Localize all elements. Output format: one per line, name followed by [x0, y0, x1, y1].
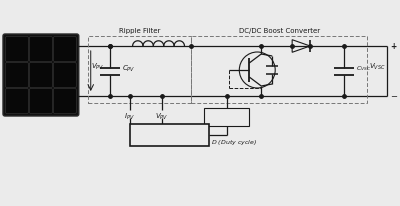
Text: $V_{PV}$: $V_{PV}$	[155, 112, 168, 122]
FancyBboxPatch shape	[30, 36, 52, 62]
Text: MPPT: MPPT	[154, 130, 185, 140]
FancyBboxPatch shape	[6, 36, 28, 62]
FancyBboxPatch shape	[53, 36, 76, 62]
FancyBboxPatch shape	[6, 62, 28, 88]
FancyBboxPatch shape	[6, 89, 28, 114]
FancyBboxPatch shape	[53, 62, 76, 88]
FancyBboxPatch shape	[3, 34, 79, 116]
Bar	[192, 36, 367, 103]
Bar	[204, 108, 249, 126]
FancyBboxPatch shape	[53, 89, 76, 114]
FancyBboxPatch shape	[30, 62, 52, 88]
Text: $C_{VSC}$: $C_{VSC}$	[356, 64, 371, 74]
Bar	[130, 124, 209, 146]
Text: $D$ (Duty cycle): $D$ (Duty cycle)	[211, 138, 258, 147]
Text: Ripple Filter: Ripple Filter	[119, 28, 160, 34]
Text: $V_{VSC}$: $V_{VSC}$	[369, 62, 386, 72]
Text: +: +	[390, 41, 396, 50]
Bar	[88, 36, 192, 103]
Text: $V_{PV}$: $V_{PV}$	[91, 62, 104, 72]
Text: DC/DC Boost Converter: DC/DC Boost Converter	[239, 28, 320, 34]
Text: $C_{PV}$: $C_{PV}$	[122, 64, 135, 74]
Text: $I_{PV}$: $I_{PV}$	[124, 112, 135, 122]
Text: Pulse: Pulse	[217, 112, 237, 122]
Text: $-$: $-$	[390, 90, 398, 99]
FancyBboxPatch shape	[30, 89, 52, 114]
